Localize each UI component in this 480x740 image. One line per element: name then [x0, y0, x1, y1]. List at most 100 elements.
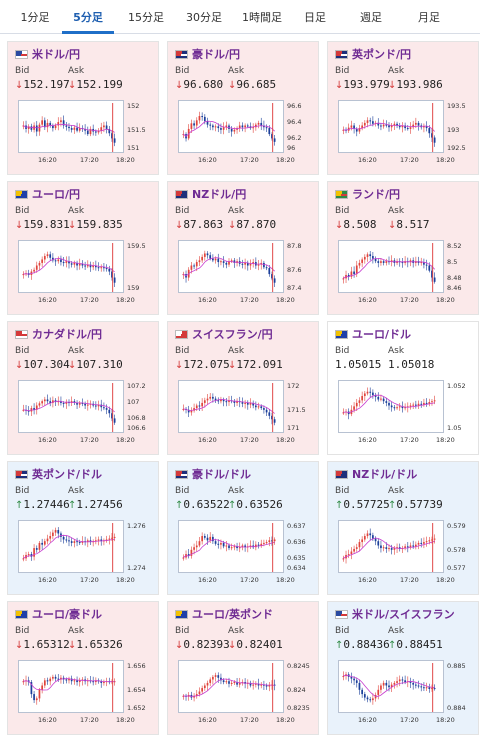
rate-card[interactable]: カナダドル/円 Bid Ask ↓107.304 ↓107.310 107.2 107 106…	[7, 321, 159, 455]
tab-3[interactable]: 15分足	[128, 11, 164, 24]
candle	[33, 691, 35, 704]
pair-name-link[interactable]: NZドル/円	[192, 188, 247, 201]
candle	[201, 254, 204, 263]
x-tick-label: 16:20	[198, 296, 217, 304]
candle	[206, 117, 209, 128]
mini-candle-chart[interactable]	[178, 380, 284, 433]
candle	[41, 399, 44, 407]
candle	[89, 126, 92, 137]
mini-candle-chart[interactable]	[178, 240, 284, 293]
ask-value: ↑1.27456	[68, 498, 123, 511]
mini-candle-chart[interactable]	[18, 660, 124, 713]
candle	[358, 397, 361, 407]
pair-name-link[interactable]: 英ポンド/円	[352, 48, 412, 61]
mini-candle-chart[interactable]	[178, 520, 284, 573]
pair-name-link[interactable]: ランド/円	[352, 188, 401, 201]
tab-1[interactable]: 1分足	[20, 11, 50, 24]
candle	[203, 533, 206, 540]
candle	[414, 541, 417, 550]
rate-card[interactable]: 英ポンド/ドル Bid Ask ↑1.27446 ↑1.27456 1.276 1.274 1…	[7, 461, 159, 595]
tab-5[interactable]: 1時間足	[242, 11, 282, 24]
bid-label: Bid	[335, 346, 350, 356]
tab-7[interactable]: 週足	[360, 11, 382, 24]
candle	[382, 680, 385, 689]
rate-card[interactable]: ランド/円 Bid Ask ↓8.508 ↓8.517 8.52 8.5 8.48 8.46 16…	[327, 181, 479, 315]
candle	[401, 545, 404, 554]
tab-8[interactable]: 月足	[418, 11, 440, 24]
mini-candle-chart[interactable]	[178, 100, 284, 153]
candle	[257, 542, 260, 549]
candle	[212, 123, 214, 131]
candle	[388, 256, 390, 265]
bid-label: Bid	[175, 626, 190, 636]
rate-card[interactable]: ユーロ/円 Bid Ask ↓159.831 ↓159.835 159.5 159 16:20…	[7, 181, 159, 315]
rate-card[interactable]: スイスフラン/円 Bid Ask ↓172.075 ↓172.091 172 171.5 17…	[167, 321, 319, 455]
pair-name-link[interactable]: 豪ドル/ドル	[192, 468, 252, 481]
rate-card[interactable]: ユーロ/英ポンド Bid Ask ↓0.82393 ↓0.82401 0.8245 0.82…	[167, 601, 319, 735]
pair-name-link[interactable]: カナダドル/円	[32, 328, 103, 341]
mini-candle-chart[interactable]	[338, 100, 444, 153]
candle	[86, 260, 89, 269]
x-tick-label: 16:20	[358, 716, 377, 724]
candle	[185, 132, 187, 142]
candle	[68, 256, 70, 269]
rate-card[interactable]: 豪ドル/ドル Bid Ask ↑0.63522 ↑0.63526 0.637 0.636 0.…	[167, 461, 319, 595]
candle	[361, 536, 364, 548]
pair-name-link[interactable]: ユーロ/ドル	[352, 328, 412, 341]
x-tick-label: 17:20	[240, 716, 259, 724]
moving-average-line	[23, 257, 115, 275]
mini-candle-chart[interactable]	[18, 380, 124, 433]
candle	[398, 543, 401, 552]
candle	[81, 677, 84, 686]
candle	[342, 555, 345, 562]
rate-card[interactable]: 英ポンド/円 Bid Ask ↓193.979 ↓193.986 193.5 193 192.…	[327, 41, 479, 175]
bid-value: ↑0.63522	[175, 498, 230, 511]
rate-card[interactable]: ユーロ/ドル Bid Ask 1.05015 1.05018 1.052 1.05 16:20…	[327, 321, 479, 455]
rate-card[interactable]: NZドル/円 Bid Ask ↓87.863 ↓87.870 87.8 87.6 87.4 16…	[167, 181, 319, 315]
candle	[81, 536, 84, 545]
y-tick-label: 172	[287, 382, 300, 390]
pair-name-link[interactable]: 米ドル/スイスフラン	[352, 608, 455, 621]
trend-down-icon: ↓	[228, 220, 237, 231]
x-tick-label: 17:20	[80, 436, 99, 444]
pair-name-link[interactable]: ユーロ/豪ドル	[32, 608, 103, 621]
y-tick-label: 96.2	[287, 134, 302, 142]
pair-name-link[interactable]: ユーロ/英ポンド	[192, 608, 274, 621]
pair-name-link[interactable]: 英ポンド/ドル	[32, 468, 103, 481]
candle	[398, 403, 401, 411]
pair-name-link[interactable]: ユーロ/円	[32, 188, 81, 201]
candle	[412, 120, 415, 130]
mini-candle-chart[interactable]	[338, 520, 444, 573]
rate-card[interactable]: 豪ドル/円 Bid Ask ↓96.680 ↓96.685 96.6 96.4 96.2 96 1…	[167, 41, 319, 175]
mini-candle-chart[interactable]	[338, 240, 444, 293]
candle	[369, 696, 372, 703]
chart-svg	[22, 103, 116, 152]
tab-2[interactable]: 5分足	[62, 0, 114, 34]
pair-name-link[interactable]: スイスフラン/円	[192, 328, 273, 341]
candle	[203, 114, 206, 125]
tab-6[interactable]: 日足	[304, 11, 326, 24]
tab-4[interactable]: 30分足	[186, 11, 222, 24]
pair-name-link[interactable]: 米ドル/円	[32, 48, 81, 61]
y-tick-label: 106.8	[127, 414, 146, 422]
mini-candle-chart[interactable]	[178, 660, 284, 713]
bid-number: 159.831	[23, 218, 70, 231]
rate-card[interactable]: ユーロ/豪ドル Bid Ask ↓1.65312 ↓1.65326 1.656 1.654 1…	[7, 601, 159, 735]
mini-candle-chart[interactable]	[18, 520, 124, 573]
pair-name-link[interactable]: 豪ドル/円	[192, 48, 241, 61]
candle	[412, 540, 415, 549]
candle	[423, 398, 425, 407]
candle	[355, 677, 358, 688]
candle	[252, 400, 255, 409]
pair-name-link[interactable]: NZドル/ドル	[352, 468, 418, 481]
x-tick-label: 16:20	[38, 296, 57, 304]
mini-candle-chart[interactable]	[18, 100, 124, 153]
mini-candle-chart[interactable]	[338, 380, 444, 433]
rate-card[interactable]: NZドル/ドル Bid Ask ↑0.57725 ↑0.57739 0.579 0.578 0…	[327, 461, 479, 595]
candle	[33, 403, 35, 415]
mini-candle-chart[interactable]	[18, 240, 124, 293]
rate-card[interactable]: 米ドル/スイスフラン Bid Ask ↑0.88436 ↑0.88451 0.885 0.8…	[327, 601, 479, 735]
candle	[431, 128, 433, 142]
rate-card[interactable]: 米ドル/円 Bid Ask ↓152.197 ↓152.199 152 151.5 151 16…	[7, 41, 159, 175]
mini-candle-chart[interactable]	[338, 660, 444, 713]
